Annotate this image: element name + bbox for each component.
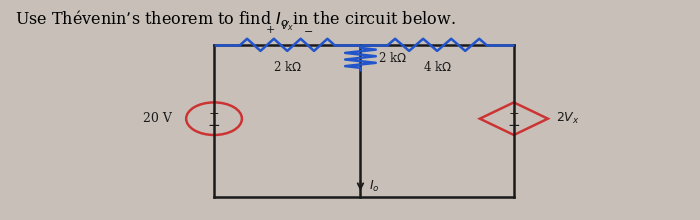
Text: $+$: $+$ (209, 107, 220, 120)
Text: $V_x$: $V_x$ (280, 19, 295, 33)
Text: $I_o$: $I_o$ (369, 178, 379, 194)
Text: $-$: $-$ (303, 25, 313, 35)
Text: $-$: $-$ (508, 116, 520, 131)
Text: $2V_x$: $2V_x$ (556, 111, 580, 126)
Text: 20 V: 20 V (144, 112, 172, 125)
Text: 2 k$\Omega$: 2 k$\Omega$ (378, 51, 407, 65)
Text: $-$: $-$ (207, 116, 220, 131)
Text: Use Thévenin’s theorem to find $I_o$ in the circuit below.: Use Thévenin’s theorem to find $I_o$ in … (15, 8, 456, 29)
Text: 4 k$\Omega$: 4 k$\Omega$ (423, 60, 452, 74)
Text: 2 k$\Omega$: 2 k$\Omega$ (273, 60, 302, 74)
Text: $+$: $+$ (265, 24, 275, 35)
Text: $+$: $+$ (508, 107, 519, 120)
